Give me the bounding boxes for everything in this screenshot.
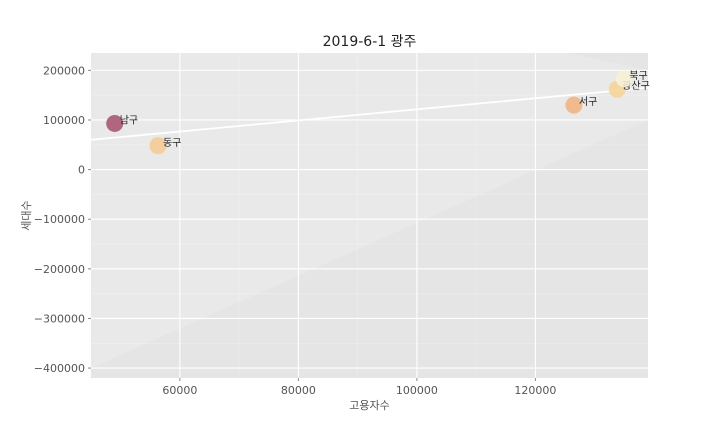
plot-background (91, 53, 648, 378)
x-tick-label: 60000 (162, 384, 197, 397)
y-axis-ticks: 200000 100000 0 −100000 −200000 −300000 −40000… (34, 64, 91, 375)
x-tick-label: 100000 (396, 384, 438, 397)
x-tick-label: 120000 (514, 384, 556, 397)
y-tick-label: 200000 (43, 64, 85, 77)
point-label: 동구 (163, 137, 181, 149)
data-point (149, 137, 167, 155)
data-point (106, 114, 124, 132)
point-label: 북구 (629, 70, 647, 82)
y-tick-label: 100000 (43, 114, 85, 127)
data-point (615, 70, 633, 88)
y-tick-label: 0 (78, 164, 85, 177)
x-axis-label: 고용자수 (349, 399, 389, 412)
confidence-band-area (91, 53, 648, 369)
x-axis-ticks: 60000 80000 100000 120000 (162, 378, 556, 397)
point-label: 서구 (579, 96, 597, 108)
grid (91, 53, 648, 378)
x-tick-label: 80000 (281, 384, 316, 397)
confidence-band (91, 53, 648, 369)
regression-line (91, 86, 648, 141)
y-axis-label: 세대수 (20, 200, 33, 230)
y-tick-label: −400000 (34, 362, 85, 375)
y-tick-label: −300000 (34, 312, 85, 325)
regression-line-layer (91, 86, 648, 141)
chart-title: 2019-6-1 광주 (323, 34, 417, 50)
y-tick-label: −200000 (34, 263, 85, 276)
point-label: 남구 (120, 114, 138, 126)
data-point (565, 96, 583, 114)
y-tick-label: −100000 (34, 213, 85, 226)
